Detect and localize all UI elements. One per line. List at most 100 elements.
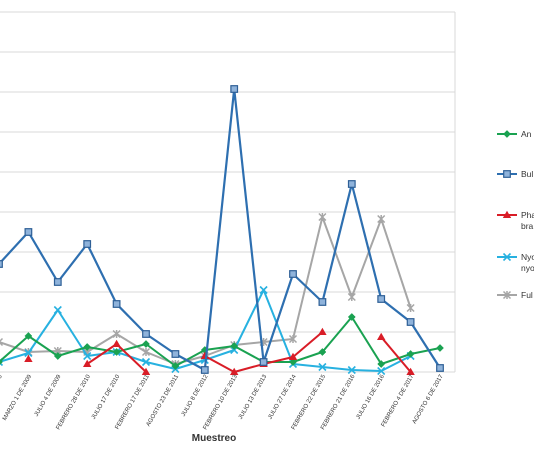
legend-label: Bul [521,169,533,179]
x-tick-label: FEBRERO 28 DE 2010 [56,373,93,431]
data-point [406,303,415,313]
data-point [142,330,150,338]
data-point [83,343,92,351]
data-point [24,332,33,340]
data-point [0,337,4,347]
data-point [171,362,180,370]
data-point [347,313,356,321]
x-tick-label: AGOSTO 6 DE 2017 [412,373,445,425]
legend-item: An [497,129,532,139]
data-point [171,350,180,358]
data-point [0,359,3,365]
data-point [142,340,150,348]
data-point [141,347,151,357]
data-point [377,360,386,368]
data-point [436,364,444,372]
data-point [53,305,62,315]
series-line [86,331,412,373]
data-point [288,352,298,360]
data-point [230,367,239,375]
data-point [318,362,327,372]
data-point [436,344,444,352]
x-tick-label: JULIO 27 DE 2014 [267,373,298,420]
legend-label: bra [521,221,534,231]
series-pha-bra [24,327,415,375]
series-bul [0,85,444,374]
x-tick-label: 2008 [0,373,4,388]
x-tick-label: MARZO 1 DE 2009 [2,373,33,421]
x-axis-title: Muestreo [192,433,236,444]
series-line [0,216,412,365]
legend-label: Ful [521,290,533,300]
data-point [112,300,121,308]
data-point [377,214,386,224]
series-layer [0,85,444,376]
data-point [502,252,512,262]
data-point [318,348,327,356]
data-point [377,295,386,303]
data-point [83,359,92,367]
data-point [347,180,356,188]
data-point [502,290,512,300]
data-point [503,130,511,138]
series-an [0,313,444,370]
legend-label: Pha [521,210,534,220]
data-point [112,329,121,339]
data-point [112,348,121,356]
series-line [0,87,441,372]
data-point [24,228,33,236]
data-point [406,367,415,375]
data-point [259,358,268,366]
x-tick-label: JULIO 4 DE 2009 [34,373,63,417]
data-point [318,327,327,335]
series-line [0,316,441,367]
data-point [24,348,33,358]
gridlines [0,11,455,373]
data-point [377,366,386,376]
data-point [502,210,512,218]
data-point [406,318,415,326]
x-tick-label: JULIO 13 DE 2013 [238,373,269,420]
data-point [503,170,511,178]
data-point [53,352,62,360]
data-point [289,270,297,278]
x-tick-label: FEBRERO 22 DE 2015 [291,373,328,431]
data-point [288,334,298,344]
data-point [347,292,356,302]
data-point [347,365,356,375]
x-tick-label: FEBRERO 17 DE 2011 [115,373,151,430]
data-point [141,357,151,367]
data-point [83,240,92,248]
data-point [83,351,92,361]
x-tick-label: JULIO 8 DE 2012 [181,373,210,417]
data-point [377,332,386,340]
x-tick-label: FEBRERO 21 DE 2016 [320,373,357,431]
data-point [53,278,62,286]
legend-label: nyo [521,263,534,273]
data-point [406,350,415,358]
data-point [230,342,239,350]
legend-item: Ful [497,290,533,300]
data-point [24,354,33,362]
x-tick-label: FEBRERO 10 DE 2013 [203,373,240,431]
legend-label: Nyo [521,252,534,262]
legend-item: Bul [497,169,533,179]
x-tick-label: JULIO 17 DE 2010 [91,373,122,420]
legend-label: An [521,129,532,139]
x-tick-label: JULIO 16 DE 2016 [356,373,387,420]
data-point [112,339,121,347]
data-point [141,367,151,375]
data-point [200,366,209,374]
data-point [318,212,327,222]
data-point [318,298,327,306]
data-point [289,358,297,366]
data-point [230,85,239,93]
x-tick-label: FEBRERO 4 DE 2017 [381,373,416,428]
x-tick-label: AGOSTO 23 DE 2011 [146,373,181,427]
data-point [259,285,268,295]
